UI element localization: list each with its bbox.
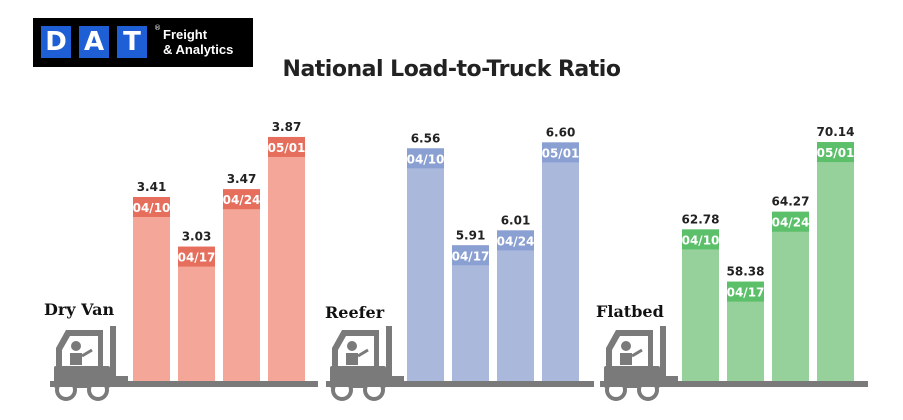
forklift-driver-head: [71, 341, 81, 351]
bar-date-label: 05/01: [817, 146, 855, 160]
forklift-steering: [81, 348, 93, 358]
bar-value-label: 3.41: [137, 180, 167, 194]
forklift-steering: [631, 348, 643, 358]
dat-logo: D A T ® Freight & Analytics: [33, 18, 253, 67]
forklift-fork: [666, 376, 678, 381]
bar-date-band: [727, 281, 764, 302]
logo-tagline-line1: Freight: [163, 27, 208, 42]
bar: [133, 196, 170, 381]
forklift-driver-head: [621, 341, 631, 351]
group-baseline: [326, 381, 594, 387]
bar-value-label: 3.03: [182, 230, 212, 244]
bar: [407, 148, 444, 381]
group-baseline: [50, 381, 318, 387]
forklift-cab: [332, 330, 378, 370]
bar-date-band: [133, 196, 170, 217]
forklift-icon: [604, 326, 678, 401]
bar-date-band: [223, 189, 260, 210]
forklift-icon: [54, 326, 128, 401]
bar-date-band: [452, 245, 489, 266]
logo-tagline-line2: & Analytics: [163, 42, 234, 57]
forklift-mast: [660, 326, 666, 384]
logo-registered-mark: ®: [154, 24, 161, 32]
chart-title: National Load-to-Truck Ratio: [282, 57, 621, 82]
bar: [223, 189, 260, 381]
bar-date-band: [772, 211, 809, 232]
bar: [268, 136, 305, 381]
bar-date-band: [268, 136, 305, 157]
bar-date-label: 05/01: [268, 141, 306, 155]
forklift-cab: [56, 330, 102, 370]
logo-tagline: Freight & Analytics: [163, 27, 233, 57]
bar: [542, 142, 579, 381]
bar-date-band: [682, 229, 719, 250]
forklift-pillar: [648, 330, 653, 366]
bar-value-label: 62.78: [682, 212, 720, 226]
forklift-cab: [606, 330, 652, 370]
bar: [772, 211, 809, 381]
bar-date-label: 04/24: [772, 216, 810, 230]
bar-value-label: 3.87: [272, 120, 302, 134]
forklift-icon: [330, 326, 404, 401]
bar-value-label: 64.27: [772, 195, 810, 209]
forklift-fork: [116, 376, 128, 381]
bar-date-label: 04/24: [497, 234, 535, 248]
group-label-dry-van: Dry Van: [44, 300, 115, 319]
bar: [178, 246, 215, 381]
bar-date-label: 04/10: [682, 233, 720, 247]
logo-letter-d: D: [41, 26, 71, 58]
bar: [452, 245, 489, 381]
bar: [682, 229, 719, 381]
forklift-driver-body: [346, 353, 358, 365]
bar: [497, 230, 534, 381]
group-baseline: [600, 381, 868, 387]
forklift-steering: [357, 348, 369, 358]
bar-value-label: 6.56: [411, 131, 441, 145]
bar-date-band: [497, 230, 534, 251]
bar-date-label: 04/17: [178, 251, 216, 265]
bar-date-label: 04/10: [133, 201, 171, 215]
bar-value-label: 58.38: [727, 265, 765, 279]
bar-date-band: [542, 142, 579, 163]
bar-value-label: 5.91: [456, 228, 486, 242]
bar: [817, 142, 854, 381]
forklift-driver-head: [347, 341, 357, 351]
group-label-flatbed: Flatbed: [596, 302, 664, 321]
bar-date-band: [178, 246, 215, 267]
bar-value-label: 70.14: [817, 125, 855, 139]
forklift-mast: [110, 326, 116, 384]
forklift-pillar: [98, 330, 103, 366]
logo-letter-t: T: [117, 26, 147, 58]
bar-date-label: 04/17: [727, 286, 765, 300]
group-label-reefer: Reefer: [325, 303, 385, 322]
bar-date-band: [817, 142, 854, 163]
bar-date-label: 04/24: [223, 193, 261, 207]
forklift-pillar: [374, 330, 379, 366]
bar-value-label: 3.47: [227, 172, 257, 186]
bar-value-label: 6.60: [546, 125, 576, 139]
bar-value-label: 6.01: [501, 213, 531, 227]
forklift-driver-body: [620, 353, 632, 365]
bar-date-label: 04/10: [407, 152, 445, 166]
forklift-fork: [392, 376, 404, 381]
forklift-driver-body: [70, 353, 82, 365]
bar-date-label: 04/17: [452, 249, 490, 263]
forklift-mast: [386, 326, 392, 384]
logo-letter-a: A: [79, 26, 109, 58]
bar-date-label: 05/01: [542, 146, 580, 160]
bar-date-band: [407, 148, 444, 169]
